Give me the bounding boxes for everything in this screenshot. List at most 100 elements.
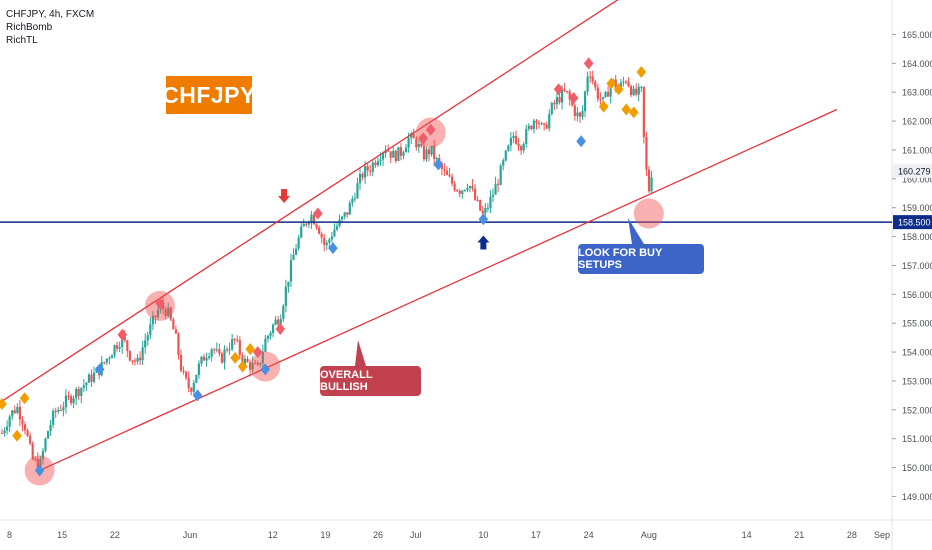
candle-body — [39, 459, 42, 471]
candle-body — [453, 183, 456, 191]
highlight-circle — [633, 198, 664, 229]
candle-body — [629, 86, 633, 95]
trendline-upper — [1, 0, 619, 402]
candle-body — [366, 166, 369, 171]
candle-body — [647, 169, 651, 192]
candle-body — [343, 212, 346, 217]
price-tick-label: 149.000 — [902, 492, 932, 502]
price-tick-label: 159.000 — [902, 203, 932, 213]
candle-body — [497, 183, 500, 185]
candle-body — [558, 97, 561, 103]
candle-body — [307, 222, 310, 225]
candle-body — [103, 362, 106, 364]
candle-body — [26, 430, 29, 436]
candle-body — [115, 345, 119, 349]
candle-body — [126, 340, 129, 351]
candle-body — [248, 362, 252, 370]
orange-diamond-marker — [245, 343, 256, 356]
time-tick-label: Jul — [410, 530, 422, 540]
candle-body — [23, 424, 27, 431]
candle-body — [596, 87, 599, 99]
candle-body — [146, 335, 149, 341]
candle-body — [256, 363, 259, 365]
candle-body — [182, 370, 185, 372]
candle-body — [162, 303, 165, 310]
orange-diamond-marker — [613, 83, 624, 96]
candle-body — [348, 202, 351, 215]
candle-body — [228, 349, 231, 351]
candle-body — [527, 125, 530, 129]
candle-body — [54, 410, 57, 412]
candle-body — [553, 102, 556, 105]
candle-body — [225, 349, 229, 351]
time-tick-label: 28 — [847, 530, 857, 540]
candle-body — [517, 143, 520, 147]
overall-bullish-callout: OVERALL BULLISH — [320, 366, 421, 396]
candle-body — [113, 345, 116, 356]
blue-diamond-marker — [94, 363, 105, 376]
candle-body — [458, 190, 461, 194]
candle-body — [606, 92, 610, 97]
candle-body — [522, 143, 525, 151]
candle-body — [312, 214, 316, 225]
candle-body — [90, 374, 93, 382]
candle-body — [440, 163, 443, 170]
candle-body — [266, 335, 270, 339]
time-tick-label: Jun — [183, 530, 198, 540]
candle-body — [236, 339, 239, 341]
price-tick-label: 152.000 — [902, 405, 932, 415]
candle-body — [328, 239, 331, 243]
candle-body — [509, 137, 512, 146]
candle-body — [241, 355, 244, 365]
candle-body — [233, 339, 236, 341]
candle-body — [46, 431, 50, 439]
candle-body — [404, 147, 408, 153]
candle-body — [52, 410, 55, 425]
candle-body — [479, 200, 482, 211]
candle-body — [568, 91, 571, 100]
candle-body — [192, 382, 195, 392]
time-tick-label: 26 — [373, 530, 383, 540]
candle-body — [491, 194, 495, 197]
time-tick-label: 15 — [57, 530, 67, 540]
candle-body — [591, 76, 594, 82]
candle-body — [335, 226, 339, 230]
candle-body — [218, 349, 221, 354]
candle-body — [3, 430, 6, 434]
candle-body — [202, 356, 206, 361]
candle-body — [118, 347, 121, 349]
candle-body — [215, 349, 218, 351]
candle-body — [108, 358, 111, 360]
candle-body — [0, 432, 4, 434]
candle-body — [583, 91, 587, 112]
candle-body — [576, 112, 579, 117]
time-tick-label: 10 — [478, 530, 488, 540]
price-tick-label: 162.000 — [902, 117, 932, 127]
candle-body — [420, 143, 423, 147]
red-diamond-marker — [583, 57, 594, 70]
candle-body — [346, 212, 349, 215]
time-tick-label: 12 — [268, 530, 278, 540]
candle-body — [463, 189, 466, 191]
candle-body — [640, 86, 643, 88]
candle-body — [205, 358, 208, 361]
candle-body — [642, 86, 645, 138]
candle-body — [494, 183, 497, 195]
candle-body — [151, 315, 154, 325]
time-tick-label: 17 — [531, 530, 541, 540]
candle-body — [190, 388, 193, 392]
candle-body — [29, 435, 32, 444]
orange-diamond-marker — [598, 100, 609, 113]
candle-body — [231, 339, 234, 350]
blue-diamond-marker — [576, 135, 586, 148]
candle-body — [399, 147, 403, 156]
candle-body — [504, 150, 507, 161]
red-diamond-marker — [425, 123, 436, 136]
candle-body — [67, 395, 70, 397]
candle-body — [69, 396, 73, 404]
candle-body — [254, 363, 257, 365]
candle-body — [632, 88, 635, 95]
candle-body — [637, 86, 640, 95]
plot-area — [0, 0, 892, 520]
